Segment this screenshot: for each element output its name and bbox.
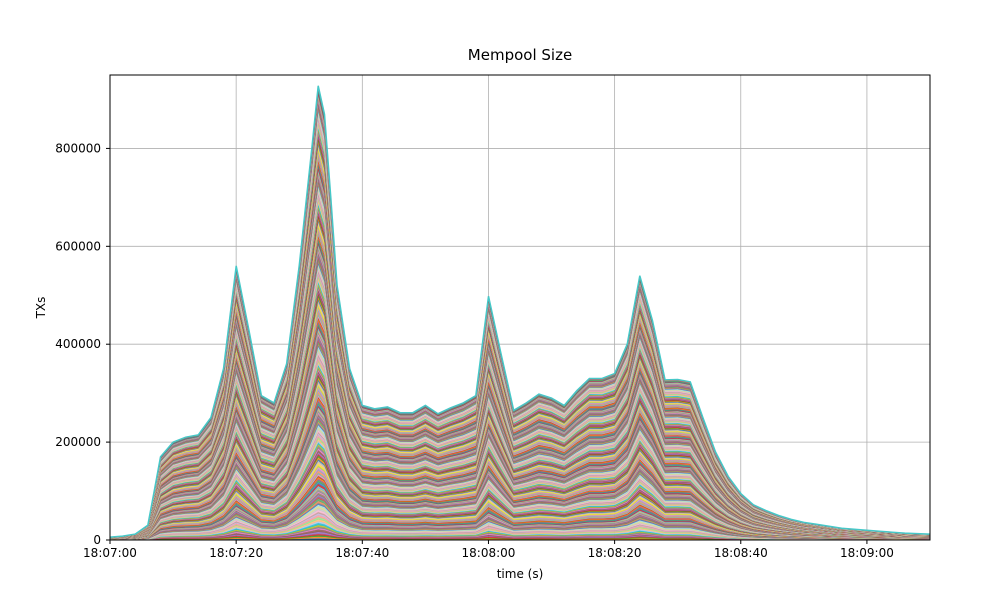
x-tick-label: 18:08:20 [588,546,642,560]
x-tick-label: 18:07:00 [83,546,137,560]
y-tick-label: 800000 [55,141,101,155]
y-tick-label: 400000 [55,337,101,351]
mempool-size-chart: 18:07:00 18:07:20 18:07:40 18:08:00 18:08:20… [0,0,1000,600]
x-axis-label: time (s) [497,567,544,581]
x-tick-label: 18:09:00 [840,546,894,560]
x-tick-label: 18:07:20 [209,546,263,560]
chart-title: Mempool Size [468,46,572,64]
chart-container: 18:07:00 18:07:20 18:07:40 18:08:00 18:08:20… [0,0,1000,600]
y-tick-label: 0 [93,533,101,547]
x-tick-label: 18:07:40 [335,546,389,560]
x-tick-label: 18:08:00 [462,546,516,560]
x-tick-label: 18:08:40 [714,546,768,560]
y-axis-label: TXs [34,297,48,320]
y-tick-label: 600000 [55,239,101,253]
y-tick-label: 200000 [55,435,101,449]
